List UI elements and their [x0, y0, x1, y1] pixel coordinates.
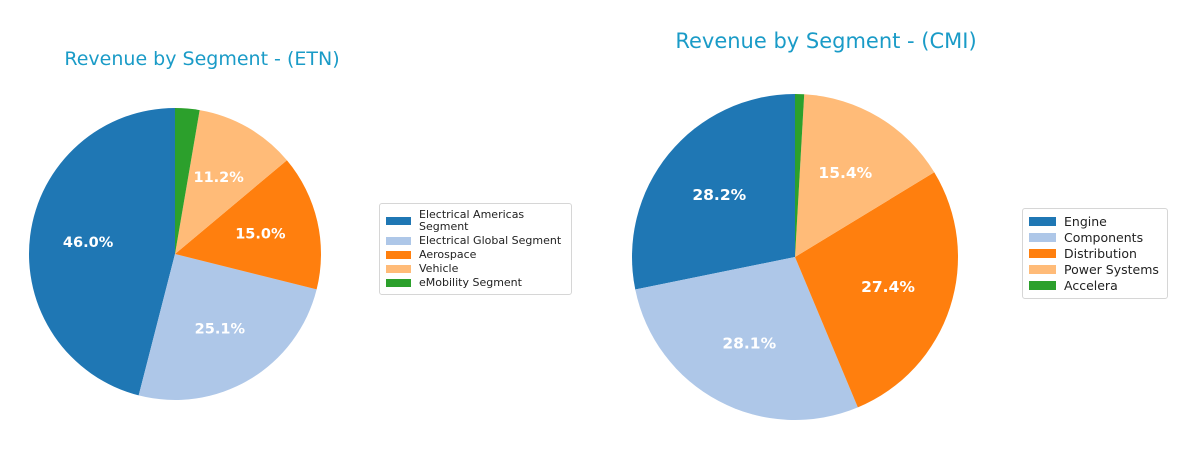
cmi-legend-item: Distribution: [1029, 247, 1160, 260]
etn-slice-label: 25.1%: [195, 321, 246, 337]
legend-swatch: [1029, 217, 1056, 226]
etn-legend-item: Electrical Global Segment: [386, 235, 564, 247]
etn-legend: Electrical Americas Segment Electrical G…: [379, 203, 572, 295]
legend-swatch: [1029, 265, 1056, 274]
etn-slice: [175, 108, 200, 254]
cmi-legend-item: Components: [1029, 231, 1160, 244]
legend-label: Accelera: [1064, 278, 1118, 293]
etn-legend-item: Aerospace: [386, 249, 564, 261]
legend-label: Aerospace: [419, 248, 477, 261]
cmi-chart-title: Revenue by Segment - (CMI): [675, 29, 977, 53]
cmi-slice: [632, 94, 795, 290]
cmi-legend-item: Accelera: [1029, 279, 1160, 292]
cmi-legend-item: Power Systems: [1029, 263, 1160, 276]
etn-slice: [175, 160, 321, 290]
legend-label: Power Systems: [1064, 262, 1159, 277]
etn-chart-title: Revenue by Segment - (ETN): [64, 48, 340, 70]
etn-slice: [175, 110, 287, 254]
etn-slice-label: 11.2%: [193, 170, 244, 186]
etn-legend-item: Electrical Americas Segment: [386, 209, 564, 233]
legend-swatch: [1029, 281, 1056, 290]
cmi-slice: [795, 94, 805, 257]
etn-pie-chart: 46.0% 25.1% 15.0% 11.2%: [29, 108, 321, 401]
legend-swatch: [1029, 233, 1056, 242]
legend-label: Electrical Global Segment: [419, 234, 562, 247]
legend-label: eMobility Segment: [419, 276, 522, 289]
cmi-legend: Engine Components Distribution Power Sys…: [1022, 208, 1168, 299]
cmi-slice: [635, 257, 858, 420]
legend-swatch: [386, 237, 411, 245]
cmi-legend-item: Engine: [1029, 215, 1160, 228]
cmi-slice: [795, 94, 935, 257]
legend-swatch: [386, 217, 411, 225]
etn-chart-panel: Revenue by Segment - (ETN) 46.0% 25.1% 15.…: [29, 48, 572, 401]
legend-swatch: [386, 279, 411, 287]
cmi-chart-panel: Revenue by Segment - (CMI) 28.2% 28.1% 27.…: [600, 0, 1200, 452]
cmi-slice-label: 27.4%: [861, 278, 915, 296]
cmi-pie-chart: 28.2% 28.1% 27.4% 15.4%: [632, 94, 958, 420]
legend-label: Electrical Americas Segment: [419, 208, 525, 233]
legend-swatch: [386, 251, 411, 259]
etn-slice: [29, 108, 176, 396]
etn-legend-item: eMobility Segment: [386, 277, 564, 289]
etn-slice: [138, 254, 317, 401]
etn-slice-label: 46.0%: [63, 235, 114, 251]
legend-label: Vehicle: [419, 262, 459, 275]
cmi-slice: [795, 172, 958, 408]
legend-label: Components: [1064, 230, 1144, 245]
cmi-slice-label: 28.2%: [692, 186, 746, 204]
cmi-slice-label: 15.4%: [818, 164, 872, 182]
etn-legend-item: Vehicle: [386, 263, 564, 275]
legend-swatch: [1029, 249, 1056, 258]
legend-label: Engine: [1064, 214, 1107, 229]
legend-label: Distribution: [1064, 246, 1137, 261]
legend-swatch: [386, 265, 411, 273]
cmi-slice-label: 28.1%: [722, 334, 776, 352]
etn-slice-label: 15.0%: [235, 226, 286, 242]
